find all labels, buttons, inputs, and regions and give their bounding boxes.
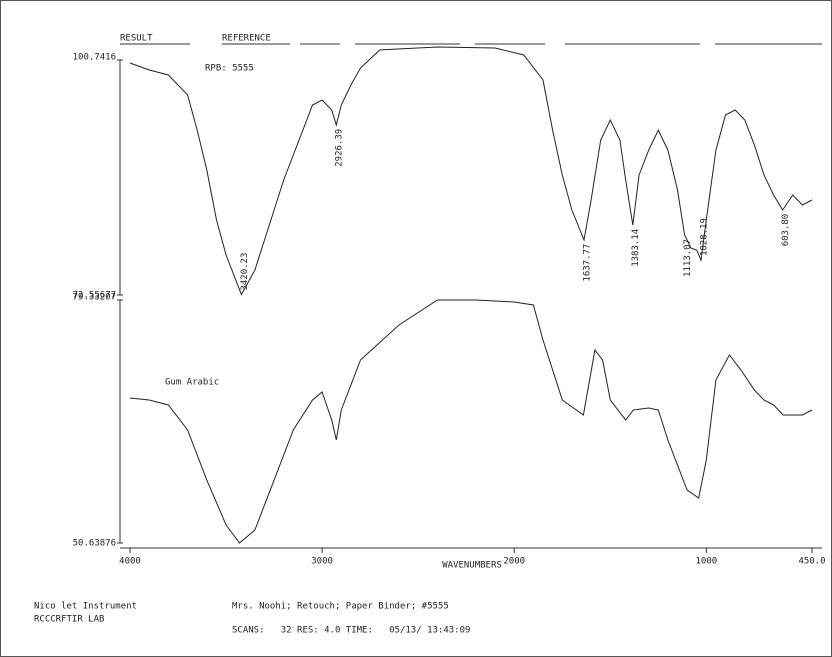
- lab: RCCCRFTIR LAB: [34, 615, 104, 625]
- spectrum-line: [129, 299, 813, 544]
- result-label: RESULT: [120, 34, 153, 44]
- instrument: Nico let Instrument: [34, 602, 137, 612]
- scans: SCANS: 32 RES: 4.0 TIME: 05/13/ 13:43:09: [232, 626, 470, 636]
- peak-label: 1383.14: [631, 229, 641, 267]
- x-tick-label: 1000: [695, 557, 717, 567]
- x-tick-label: 2000: [503, 557, 525, 567]
- peak-label: 1113.07: [683, 239, 693, 277]
- x-tick-label: 4000: [119, 557, 141, 567]
- y-tick-label: 79.33207: [73, 293, 116, 303]
- x-tick-label: 3000: [311, 557, 333, 567]
- peak-label: 603.80: [781, 214, 791, 247]
- x-tick-label: 450.0: [798, 557, 825, 567]
- spectrum-line: [129, 46, 813, 296]
- peak-label: 2926.39: [335, 129, 345, 167]
- peak-label: 1028.19: [699, 218, 709, 256]
- spectrum-label: RPB: 5555: [205, 64, 254, 74]
- spectrum-label: Gum Arabic: [165, 378, 219, 388]
- y-tick-label: 50.63876: [73, 539, 116, 549]
- y-tick-label: 100.7416: [73, 53, 116, 63]
- peak-label: 3420.23: [240, 253, 250, 291]
- operator: Mrs. Noohi; Retouch; Paper Binder; #5555: [232, 602, 449, 612]
- y-tick-label: 72.55677: [73, 291, 116, 301]
- x-axis-label: WAVENUMBERS: [442, 561, 502, 571]
- reference-label: REFERENCE: [222, 34, 271, 44]
- peak-label: 1637.77: [582, 244, 592, 282]
